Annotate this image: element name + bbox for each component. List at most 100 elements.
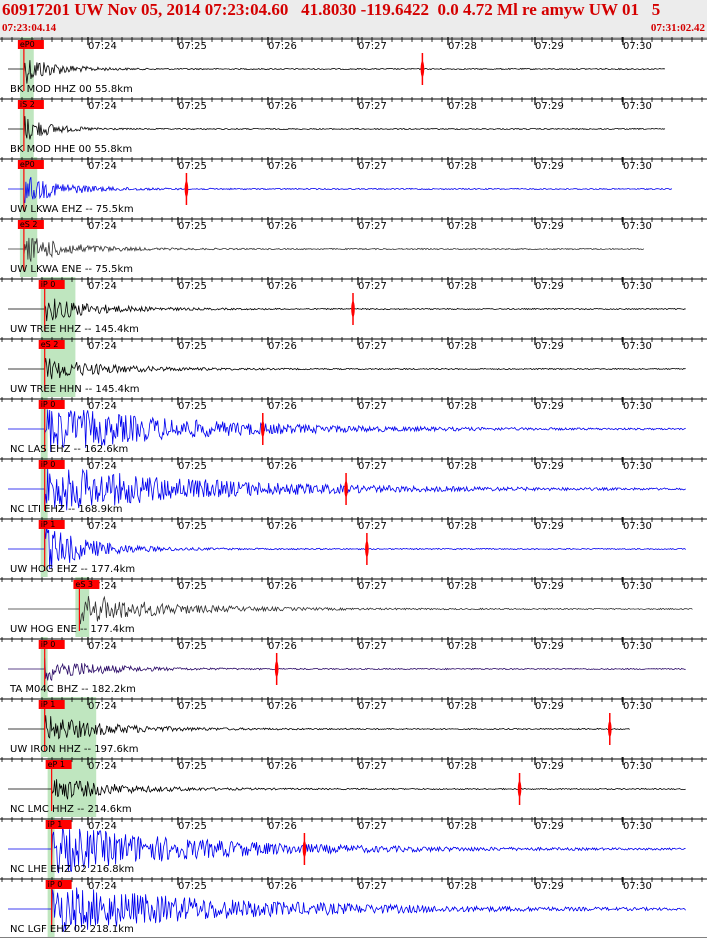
waveform bbox=[8, 116, 666, 142]
time-tick-label: 07:28 bbox=[448, 221, 477, 232]
waveform bbox=[8, 298, 686, 322]
header-bar: 60917201 UW Nov 05, 2014 07:23:04.60 41.… bbox=[0, 0, 707, 38]
time-tick-label: 07:25 bbox=[178, 221, 207, 232]
trace-label: UW LKWA ENE -- 75.5km bbox=[10, 264, 133, 275]
pick-label-box bbox=[45, 760, 72, 769]
trace-label: NC LHE EHZ 02 216.8km bbox=[10, 864, 134, 875]
time-tick-label: 07:28 bbox=[448, 341, 477, 352]
time-tick-label: 07:25 bbox=[178, 821, 207, 832]
time-tick-label: 07:30 bbox=[623, 341, 652, 352]
time-tick-label: 07:26 bbox=[268, 641, 297, 652]
time-tick-label: 07:28 bbox=[448, 641, 477, 652]
time-tick-label: 07:29 bbox=[535, 101, 564, 112]
time-tick-label: 07:27 bbox=[358, 161, 387, 172]
trace-label: NC LMC HHZ -- 214.6km bbox=[10, 804, 132, 815]
time-tick-label: 07:24 bbox=[88, 281, 117, 292]
time-tick-label: 07:25 bbox=[178, 881, 207, 892]
trace-label: TA M04C BHZ -- 182.2km bbox=[9, 684, 136, 695]
time-tick-label: 07:26 bbox=[268, 521, 297, 532]
time-tick-label: 07:29 bbox=[535, 761, 564, 772]
waveform bbox=[8, 779, 686, 800]
time-tick-label: 07:25 bbox=[178, 701, 207, 712]
time-tick-label: 07:26 bbox=[268, 401, 297, 412]
time-tick-label: 07:27 bbox=[358, 521, 387, 532]
time-tick-label: 07:28 bbox=[448, 401, 477, 412]
time-tick-label: 07:26 bbox=[268, 461, 297, 472]
time-tick-label: 07:30 bbox=[623, 401, 652, 412]
time-tick-label: 07:27 bbox=[358, 461, 387, 472]
pick-label-box bbox=[17, 100, 44, 109]
start-time: 07:23:04.14 bbox=[2, 22, 57, 34]
time-tick-label: 07:29 bbox=[535, 281, 564, 292]
pick-label: iS 2 bbox=[20, 100, 35, 109]
pick-label: iP 0 bbox=[41, 280, 56, 289]
time-tick-label: 07:29 bbox=[535, 41, 564, 52]
time-tick-label: 07:25 bbox=[178, 461, 207, 472]
waveform bbox=[8, 177, 673, 204]
time-tick-label: 07:27 bbox=[358, 101, 387, 112]
time-tick-label: 07:26 bbox=[268, 821, 297, 832]
pick-label: eS 3 bbox=[75, 580, 93, 589]
time-tick-label: 07:26 bbox=[268, 221, 297, 232]
event-title: 60917201 UW Nov 05, 2014 07:23:04.60 41.… bbox=[2, 0, 661, 19]
time-tick-label: 07:29 bbox=[535, 581, 564, 592]
waveform bbox=[8, 887, 686, 932]
time-tick-label: 07:30 bbox=[623, 521, 652, 532]
time-tick-label: 07:25 bbox=[178, 641, 207, 652]
time-tick-label: 07:24 bbox=[88, 101, 117, 112]
trace-label: UW HOG EHZ -- 177.4km bbox=[10, 564, 135, 575]
trace-panel: 07:24 07:25 07:26 07:27 07:28 07:29 07:30 iP 0 U… bbox=[0, 277, 707, 337]
pick-label: iP 1 bbox=[48, 820, 63, 829]
time-tick-label: 07:28 bbox=[448, 701, 477, 712]
time-tick-label: 07:25 bbox=[178, 341, 207, 352]
pick-label: iP 0 bbox=[41, 460, 56, 469]
time-tick-label: 07:24 bbox=[88, 761, 117, 772]
time-tick-label: 07:26 bbox=[268, 281, 297, 292]
time-tick-label: 07:29 bbox=[535, 161, 564, 172]
waveform bbox=[8, 715, 630, 740]
end-time: 07:31:02.42 bbox=[650, 22, 705, 34]
pick-label-box bbox=[38, 280, 65, 289]
time-tick-label: 07:24 bbox=[88, 641, 117, 652]
time-tick-label: 07:29 bbox=[535, 641, 564, 652]
trace-label: UW TREE HHZ -- 145.4km bbox=[10, 324, 139, 335]
pick-label-box bbox=[45, 880, 72, 889]
pick-label: eS 2 bbox=[41, 340, 59, 349]
pick-label-box bbox=[38, 460, 65, 469]
time-tick-label: 07:25 bbox=[178, 521, 207, 532]
event-marker-blob bbox=[302, 841, 307, 857]
time-tick-label: 07:29 bbox=[535, 461, 564, 472]
time-tick-label: 07:24 bbox=[88, 41, 117, 52]
trace-panel: 07:24 07:25 07:26 07:27 07:28 07:29 07:30 iP 0 N… bbox=[0, 877, 707, 937]
time-tick-label: 07:29 bbox=[535, 221, 564, 232]
time-tick-label: 07:24 bbox=[88, 341, 117, 352]
trace-panel: 07:24 07:25 07:26 07:27 07:28 07:29 07:30 iP 0 T… bbox=[0, 637, 707, 697]
waveform bbox=[8, 409, 686, 453]
time-tick-label: 07:30 bbox=[623, 881, 652, 892]
time-tick-label: 07:27 bbox=[358, 401, 387, 412]
time-tick-label: 07:24 bbox=[88, 701, 117, 712]
event-marker-blob bbox=[184, 181, 189, 197]
time-tick-label: 07:25 bbox=[178, 41, 207, 52]
pick-label-box bbox=[38, 700, 65, 709]
time-tick-label: 07:25 bbox=[178, 581, 207, 592]
time-tick-label: 07:25 bbox=[178, 161, 207, 172]
time-tick-label: 07:27 bbox=[358, 41, 387, 52]
pick-label-box bbox=[17, 40, 44, 49]
time-tick-label: 07:27 bbox=[358, 341, 387, 352]
time-tick-label: 07:26 bbox=[268, 881, 297, 892]
time-tick-label: 07:30 bbox=[623, 281, 652, 292]
event-marker-blob bbox=[351, 301, 355, 317]
trace-label: NC LAS EHZ -- 162.6km bbox=[10, 444, 128, 455]
trace-panel: 07:24 07:25 07:26 07:27 07:28 07:29 07:30 iP 0 N… bbox=[0, 457, 707, 517]
pick-label-box bbox=[38, 400, 65, 409]
trace-label: UW IRON HHZ -- 197.6km bbox=[10, 744, 138, 755]
seismogram-panel[interactable]: 07:24 07:25 07:26 07:27 07:28 07:29 07:30 eP0 BK… bbox=[0, 37, 707, 938]
trace-label: UW HOG ENE -- 177.4km bbox=[10, 624, 135, 635]
time-tick-label: 07:30 bbox=[623, 461, 652, 472]
time-tick-label: 07:28 bbox=[448, 821, 477, 832]
event-marker-blob bbox=[517, 781, 522, 797]
trace-panel: 07:24 07:25 07:26 07:27 07:28 07:29 07:30 eP0 UW… bbox=[0, 157, 707, 217]
time-tick-label: 07:27 bbox=[358, 701, 387, 712]
time-tick-label: 07:24 bbox=[88, 461, 117, 472]
